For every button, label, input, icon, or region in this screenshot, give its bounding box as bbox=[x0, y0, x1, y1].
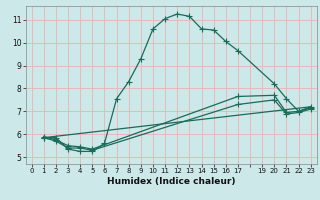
X-axis label: Humidex (Indice chaleur): Humidex (Indice chaleur) bbox=[107, 177, 236, 186]
